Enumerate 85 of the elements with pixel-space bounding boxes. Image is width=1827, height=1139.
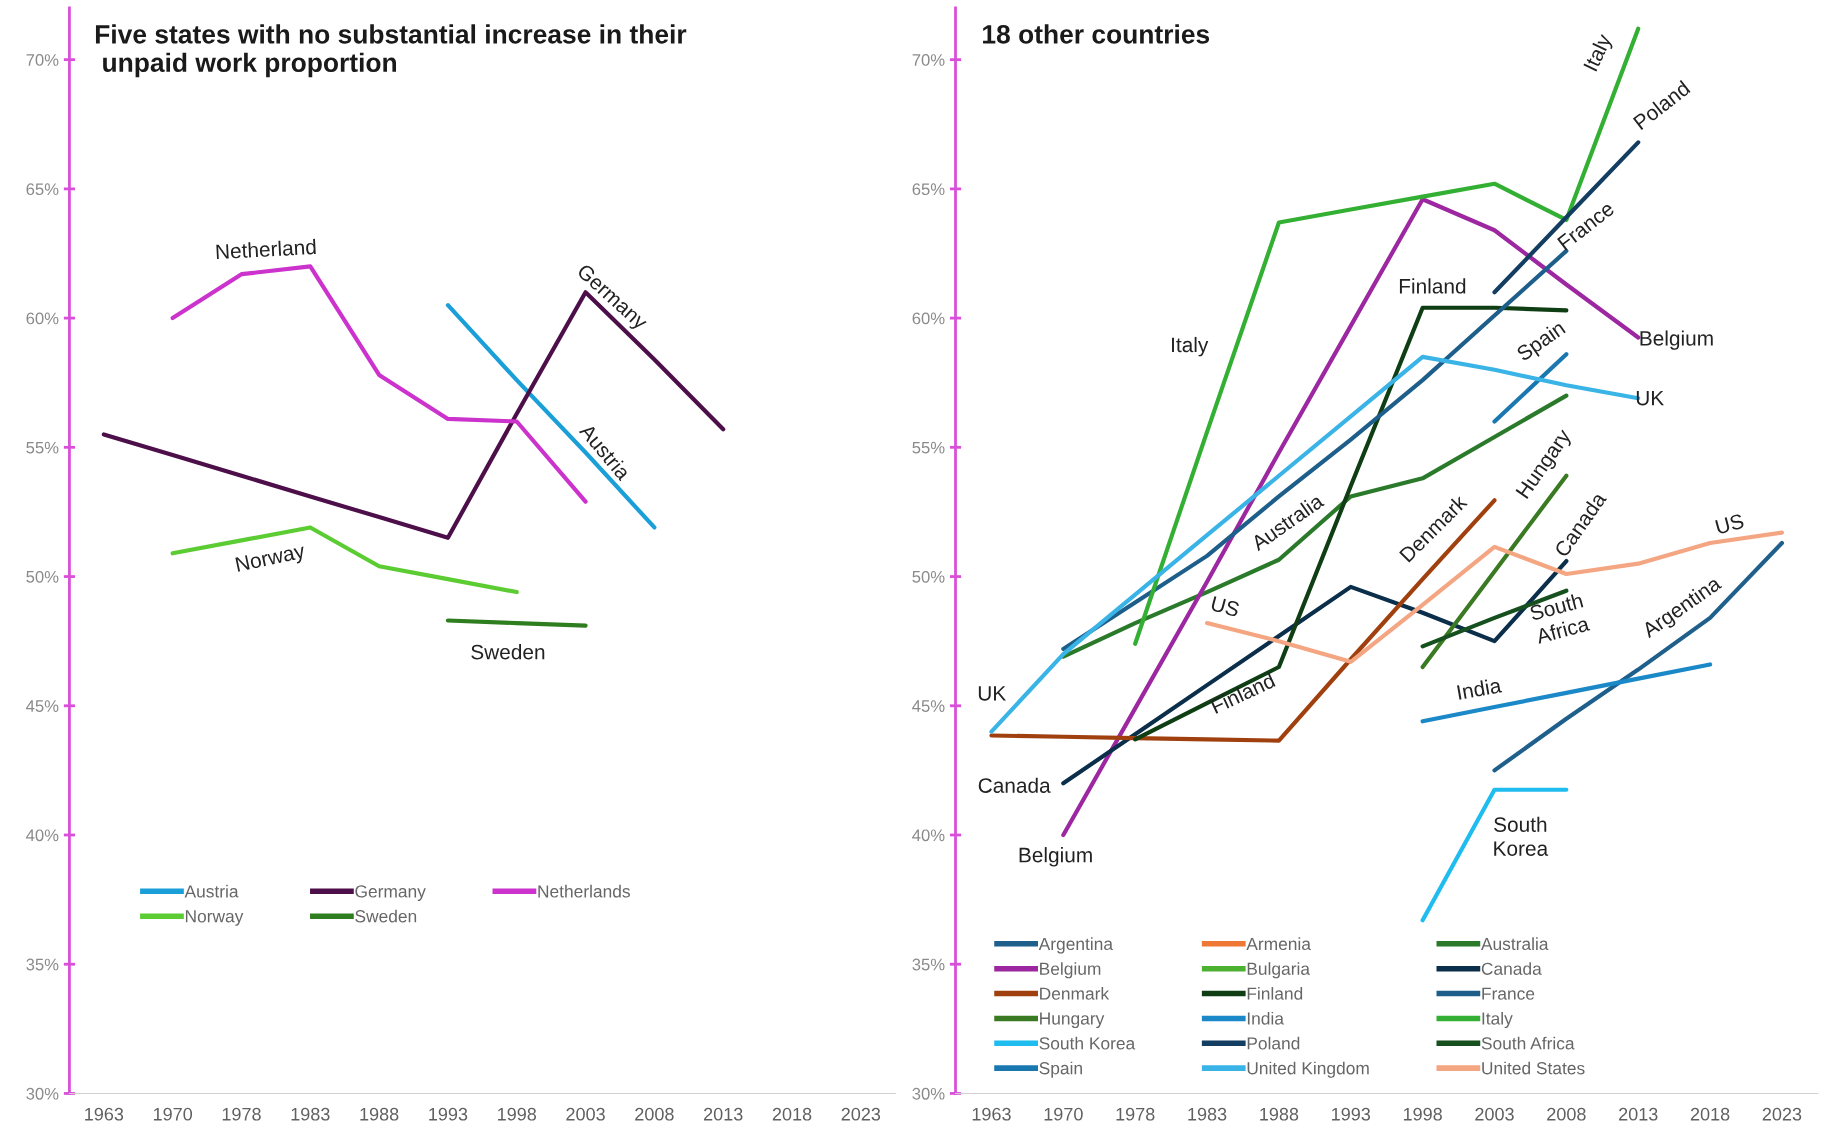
y-tick-label: 45% bbox=[912, 700, 945, 712]
x-tick-label: 2018 bbox=[772, 1107, 812, 1121]
x-tick-label: 2008 bbox=[635, 1107, 674, 1121]
annotation: US bbox=[1210, 596, 1240, 618]
annotation: UK bbox=[978, 686, 1006, 701]
legend-label: Austria bbox=[184, 884, 239, 898]
x-tick-label: 1963 bbox=[85, 1107, 124, 1121]
legend-label: Armenia bbox=[1246, 937, 1311, 951]
annotation: India bbox=[1456, 677, 1503, 700]
x-tick-label: 1998 bbox=[498, 1107, 537, 1121]
legend-label: Bulgaria bbox=[1247, 962, 1310, 979]
annotation: Norway bbox=[235, 543, 307, 576]
annotation: South Korea bbox=[1494, 816, 1549, 856]
y-tick-label: 60% bbox=[26, 312, 59, 325]
legend-label: France bbox=[1482, 987, 1535, 1000]
y-tick-label: 65% bbox=[912, 183, 945, 196]
legend-label: United Kingdom bbox=[1247, 1061, 1369, 1078]
legend-label: Argentina bbox=[1038, 937, 1113, 954]
x-tick-label: 1983 bbox=[1188, 1107, 1227, 1121]
x-tick-label: 1983 bbox=[291, 1107, 330, 1121]
legend-label: South Africa bbox=[1481, 1036, 1575, 1050]
y-tick-label: 50% bbox=[26, 570, 59, 583]
x-tick-label: 2003 bbox=[566, 1107, 605, 1121]
y-tick-label: 30% bbox=[26, 1087, 59, 1100]
annotation: Finland bbox=[1399, 278, 1466, 294]
annotation: Netherland bbox=[216, 238, 316, 260]
x-tick-label: 2023 bbox=[1762, 1107, 1802, 1121]
x-tick-label: 1978 bbox=[1116, 1107, 1155, 1121]
text: Five states with no substantial increase in their unpaid work proportion bbox=[95, 24, 687, 78]
annotation: Sweden bbox=[471, 644, 545, 660]
x-tick-label: 1978 bbox=[222, 1107, 261, 1121]
legend-label: India bbox=[1247, 1011, 1284, 1025]
x-tick-label: 1993 bbox=[1332, 1107, 1371, 1121]
annotation: Belgium bbox=[1019, 847, 1092, 867]
x-tick-label: 1993 bbox=[429, 1107, 468, 1121]
legend-label: Hungary bbox=[1040, 1012, 1105, 1029]
legend-label: Finland bbox=[1247, 987, 1303, 1000]
legend-label: Netherlands bbox=[538, 884, 630, 898]
y-tick-label: 40% bbox=[26, 829, 59, 842]
x-tick-label: 2008 bbox=[1547, 1107, 1586, 1121]
legend-label: Norway bbox=[185, 910, 244, 926]
legend-label: Sweden bbox=[355, 909, 417, 923]
legend-label: South Korea bbox=[1039, 1036, 1136, 1050]
y-tick-label: 60% bbox=[912, 312, 945, 325]
line-series bbox=[170, 525, 519, 595]
annotation: Canada bbox=[978, 777, 1051, 793]
y-tick-label: 50% bbox=[912, 570, 945, 583]
chart-title: 18 other countries bbox=[983, 24, 1210, 44]
x-tick-label: 2013 bbox=[1619, 1107, 1658, 1121]
annotation: Belgium bbox=[1640, 330, 1713, 350]
legend-label: Australia bbox=[1480, 937, 1549, 951]
y-tick-label: 40% bbox=[912, 829, 945, 842]
y-tick-label: 55% bbox=[26, 441, 59, 454]
legend-label: Belgium bbox=[1040, 962, 1101, 979]
x-tick-label: 1970 bbox=[1044, 1107, 1083, 1121]
x-tick-label: 2003 bbox=[1475, 1107, 1514, 1121]
x-tick-label: 2018 bbox=[1690, 1107, 1730, 1121]
x-tick-label: 1998 bbox=[1403, 1107, 1442, 1121]
y-tick-label: 55% bbox=[912, 441, 945, 454]
y-tick-label: 70% bbox=[912, 54, 945, 66]
legend-label: Germany bbox=[355, 885, 426, 901]
y-tick-label: 35% bbox=[26, 958, 59, 971]
x-tick-label: 1988 bbox=[1260, 1107, 1299, 1121]
x-tick-label: 2023 bbox=[841, 1107, 881, 1121]
legend-label: Italy bbox=[1482, 1011, 1513, 1029]
line-series bbox=[1420, 662, 1713, 724]
legend-label: Spain bbox=[1039, 1061, 1082, 1078]
x-tick-label: 1970 bbox=[153, 1107, 193, 1121]
y-tick-label: 30% bbox=[912, 1087, 945, 1100]
annotation: Italy bbox=[1582, 32, 1616, 74]
legend-label: United States bbox=[1482, 1061, 1585, 1075]
annotation: UK bbox=[1636, 390, 1664, 406]
legend-label: Canada bbox=[1481, 962, 1542, 975]
annotation: Italy bbox=[1172, 336, 1209, 357]
x-tick-label: 2013 bbox=[704, 1107, 743, 1121]
y-tick-label: 35% bbox=[912, 958, 945, 971]
x-tick-label: 1963 bbox=[972, 1107, 1011, 1121]
y-tick-label: 65% bbox=[26, 183, 59, 196]
legend-label: Poland bbox=[1247, 1036, 1300, 1050]
annotation: US bbox=[1715, 513, 1745, 535]
legend-label: Denmark bbox=[1040, 987, 1110, 1000]
annotation: South Africa bbox=[1529, 592, 1591, 645]
x-tick-label: 1988 bbox=[360, 1107, 399, 1121]
y-tick-label: 45% bbox=[26, 700, 59, 712]
y-tick-label: 70% bbox=[26, 54, 59, 66]
